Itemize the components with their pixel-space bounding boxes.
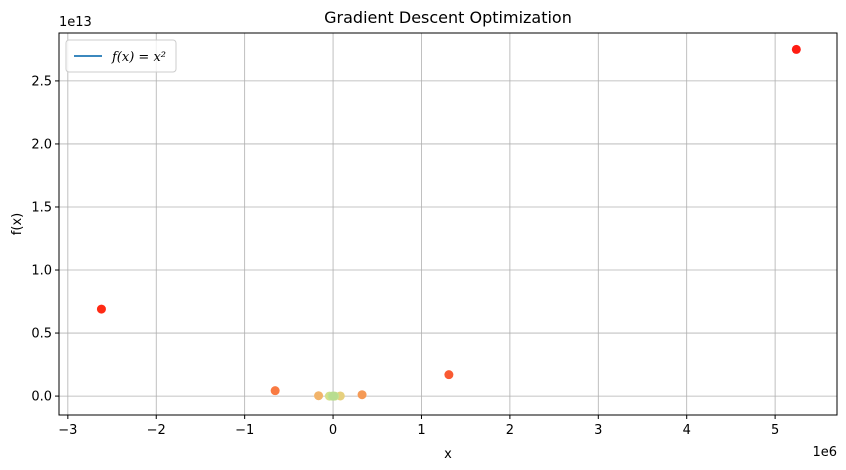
data-point xyxy=(270,386,280,396)
x-axis-label: x xyxy=(444,447,452,462)
x-tick-label: 1 xyxy=(417,423,425,438)
x-tick-label: 3 xyxy=(594,423,602,438)
x-tick-label: −1 xyxy=(235,423,254,438)
data-point xyxy=(444,370,454,380)
y-tick-label: 1.0 xyxy=(31,264,52,279)
y-tick-label: 0.0 xyxy=(31,390,52,405)
y-axis-label: f(x) xyxy=(10,213,25,235)
y-tick-label: 0.5 xyxy=(31,327,52,342)
grid-lines xyxy=(59,33,837,415)
chart-title: Gradient Descent Optimization xyxy=(324,8,572,27)
plot-frame xyxy=(58,32,838,416)
x-tick-label: −3 xyxy=(58,423,77,438)
data-point xyxy=(357,390,367,400)
data-point xyxy=(96,304,106,314)
x-tick-label: 2 xyxy=(506,423,514,438)
y-offset-label: 1e13 xyxy=(59,15,92,30)
x-offset-label: 1e6 xyxy=(812,445,837,460)
data-point xyxy=(329,391,339,401)
y-tick-label: 1.5 xyxy=(31,200,52,215)
legend-label: f(x) = x² xyxy=(111,50,166,65)
x-axis-ticks: −3 −2 −1 0 1 2 3 4 5 xyxy=(58,415,779,438)
legend-box xyxy=(65,39,177,73)
y-tick-label: 2.0 xyxy=(31,137,52,152)
y-tick-label: 2.5 xyxy=(31,74,52,89)
data-point xyxy=(791,44,801,54)
x-tick-label: 4 xyxy=(683,423,691,438)
x-tick-label: 5 xyxy=(771,423,779,438)
x-tick-label: 0 xyxy=(329,423,337,438)
legend: f(x) = x² xyxy=(65,39,177,73)
y-axis-ticks: 0.0 0.5 1.0 1.5 2.0 2.5 xyxy=(31,74,59,405)
data-points xyxy=(96,44,801,401)
x-tick-label: −2 xyxy=(147,423,166,438)
data-point xyxy=(314,391,324,401)
